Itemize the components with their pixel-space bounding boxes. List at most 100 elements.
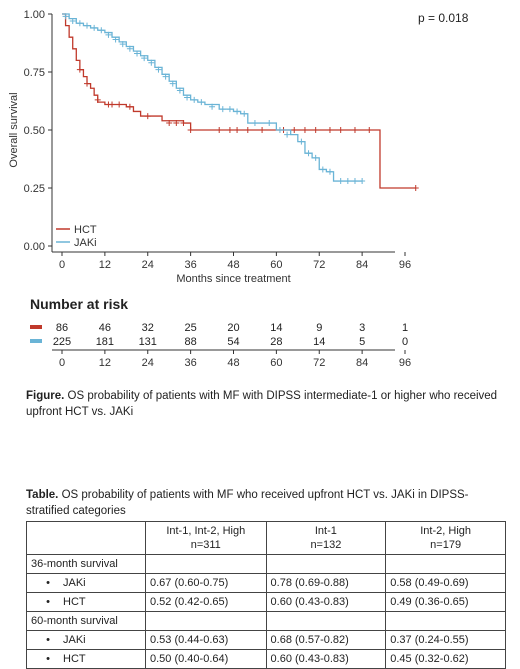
risk-count: 86 (56, 322, 68, 334)
censor-mark (312, 127, 319, 133)
legend-label: HCT (74, 224, 97, 236)
censor-mark (298, 138, 305, 145)
censor-mark (166, 120, 173, 127)
row-label-text: HCT (63, 653, 86, 665)
risk-count: 54 (227, 336, 239, 348)
censor-mark (219, 106, 226, 113)
risk-tick-label: 24 (142, 357, 154, 369)
y-axis-label: Overall survival (8, 92, 20, 167)
censor-mark (234, 108, 241, 115)
censor-mark (366, 127, 373, 133)
table-cell: 0.45 (0.32-0.62) (385, 649, 506, 669)
censor-mark (198, 99, 205, 106)
risk-count: 1 (402, 322, 408, 334)
header-line1: Int-1 (314, 525, 337, 537)
censor-mark (148, 59, 155, 66)
table-caption-text: OS probability of patients with MF who r… (26, 489, 469, 517)
table-header-col: Int-1, Int-2, High n=311 (145, 521, 267, 555)
censor-mark (84, 22, 91, 29)
risk-count: 225 (53, 336, 71, 348)
risk-count: 5 (359, 336, 365, 348)
censor-mark (180, 120, 187, 127)
p-value-annotation: p = 0.018 (418, 11, 469, 25)
censor-mark (91, 24, 98, 31)
risk-count: 46 (99, 322, 111, 334)
risk-table-title: Number at risk (30, 296, 129, 312)
header-line2: n=179 (430, 539, 462, 551)
censor-mark (305, 150, 312, 157)
censor-mark (94, 96, 101, 103)
bullet: • (46, 653, 50, 665)
censor-mark (98, 27, 105, 34)
risk-count: 0 (402, 336, 408, 348)
risk-count: 28 (270, 336, 282, 348)
section-title: 36-month survival (26, 554, 146, 574)
table-cell (265, 611, 387, 631)
censor-mark (191, 96, 198, 103)
x-tick-label: 0 (59, 259, 65, 271)
censor-mark (284, 131, 291, 138)
censor-mark (144, 113, 151, 120)
censor-mark (266, 120, 273, 127)
row-label: • JAKi (26, 630, 146, 650)
table-header-empty (26, 521, 146, 555)
censor-mark (337, 127, 344, 133)
table-caption: Table. OS probability of patients with M… (26, 487, 506, 519)
survival-table: Int-1, Int-2, High n=311 Int-1 n=132 Int… (26, 521, 506, 669)
censor-mark (241, 110, 248, 117)
risk-swatch (30, 339, 42, 343)
table-row: • JAKi 0.67 (0.60-0.75) 0.78 (0.69-0.88) … (26, 573, 506, 593)
survival-curve-jaki (62, 13, 363, 182)
table-row: • HCT 0.50 (0.40-0.64) 0.60 (0.43-0.83) 0… (26, 649, 506, 669)
x-tick-label: 36 (185, 259, 197, 271)
row-label-text: JAKi (63, 634, 86, 646)
censor-mark (359, 178, 366, 185)
censor-mark (412, 185, 419, 191)
risk-table-plot: 86 46 32 25 20 14 9 3 1 225 181 131 88 54 28 14 5 0 0 12 24 3… (30, 322, 411, 369)
risk-count: 181 (96, 336, 114, 348)
table-cell: 0.68 (0.57-0.82) (265, 630, 387, 650)
risk-tick-label: 72 (313, 357, 325, 369)
table-row: • HCT 0.52 (0.42-0.65) 0.60 (0.43-0.83) 0… (26, 592, 506, 612)
figure-caption-text: OS probability of patients with MF with … (26, 390, 498, 418)
x-tick-label: 60 (270, 259, 282, 271)
table-header-col: Int-1 n=132 (265, 521, 387, 555)
header-line1: Int-2, High (420, 525, 471, 537)
table-header-row: Int-1, Int-2, High n=311 Int-1 n=132 Int… (26, 521, 506, 555)
table-header-col: Int-2, High n=179 (385, 521, 506, 555)
risk-tick-label: 0 (59, 357, 65, 369)
table-cell: 0.58 (0.49-0.69) (385, 573, 506, 593)
legend-label: JAKi (74, 237, 97, 249)
censor-mark (155, 66, 162, 73)
censor-mark (112, 36, 119, 43)
table-cell (265, 554, 387, 574)
bullet: • (46, 577, 50, 589)
risk-tick-label: 84 (356, 357, 368, 369)
censor-mark (276, 127, 283, 133)
table-cell: 0.78 (0.69-0.88) (265, 573, 387, 593)
censor-mark (291, 127, 298, 133)
risk-tick-label: 60 (270, 357, 282, 369)
row-label-text: JAKi (63, 577, 86, 589)
censor-mark (351, 178, 358, 185)
censor-mark (251, 120, 258, 127)
x-tick-label: 24 (142, 259, 154, 271)
section-title: 60-month survival (26, 611, 146, 631)
x-axis-label: Months since treatment (176, 273, 290, 285)
bullet: • (46, 596, 50, 608)
km-chart: 0.00 0.25 0.50 0.75 1.00 0 12 24 36 48 60 72 84 96 Mon… (8, 9, 469, 369)
censor-mark (319, 166, 326, 173)
table-cell (145, 611, 267, 631)
censor-mark (105, 31, 112, 38)
table-cell: 0.60 (0.43-0.83) (265, 649, 387, 669)
censor-mark (234, 127, 241, 133)
censor-mark (126, 45, 133, 52)
censor-mark (187, 127, 194, 133)
censor-mark (109, 101, 116, 108)
censor-mark (119, 41, 126, 48)
censor-mark (326, 168, 333, 175)
table-section-row: 60-month survival (26, 611, 506, 631)
series-layer (62, 13, 419, 191)
y-tick-label: 1.00 (24, 9, 45, 21)
